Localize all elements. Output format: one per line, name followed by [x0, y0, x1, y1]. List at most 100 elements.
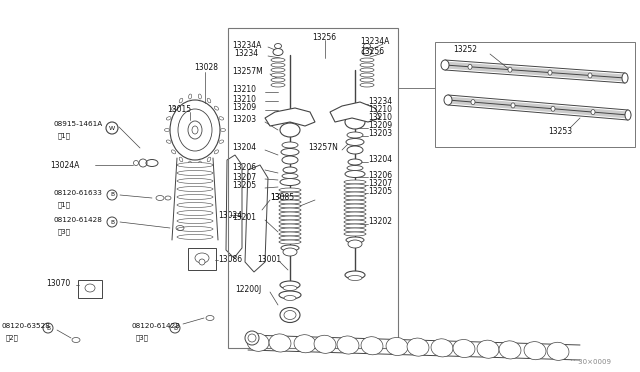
- Text: B: B: [110, 219, 114, 224]
- Ellipse shape: [177, 211, 213, 215]
- Ellipse shape: [344, 232, 366, 236]
- Text: 08120-61428: 08120-61428: [54, 217, 103, 223]
- Text: 13252: 13252: [453, 45, 477, 55]
- Ellipse shape: [177, 234, 213, 240]
- Ellipse shape: [344, 188, 366, 192]
- Text: 、1）: 、1）: [58, 202, 71, 208]
- Ellipse shape: [179, 157, 183, 162]
- Ellipse shape: [284, 295, 296, 301]
- Ellipse shape: [294, 335, 316, 353]
- Ellipse shape: [248, 334, 256, 342]
- Ellipse shape: [344, 228, 366, 232]
- Ellipse shape: [344, 192, 366, 196]
- Ellipse shape: [344, 220, 366, 224]
- Ellipse shape: [282, 142, 298, 148]
- Bar: [78, 280, 102, 298]
- Ellipse shape: [444, 95, 452, 105]
- Ellipse shape: [283, 167, 297, 173]
- Text: 13234A: 13234A: [232, 41, 261, 49]
- Text: 13257N: 13257N: [308, 144, 338, 153]
- Text: 13086: 13086: [218, 256, 242, 264]
- Ellipse shape: [207, 157, 211, 162]
- Text: 13201: 13201: [232, 214, 256, 222]
- Ellipse shape: [172, 106, 176, 110]
- Ellipse shape: [199, 259, 205, 265]
- Ellipse shape: [346, 237, 364, 243]
- Ellipse shape: [551, 106, 555, 111]
- Ellipse shape: [279, 224, 301, 228]
- Text: 13253: 13253: [548, 128, 572, 137]
- Ellipse shape: [508, 67, 512, 72]
- Text: 13085: 13085: [270, 193, 294, 202]
- Text: 、3）: 、3）: [136, 335, 149, 341]
- Text: 13203: 13203: [368, 129, 392, 138]
- Ellipse shape: [361, 337, 383, 355]
- Ellipse shape: [172, 150, 176, 154]
- Text: ^ 30×0009: ^ 30×0009: [570, 359, 611, 365]
- Ellipse shape: [271, 68, 285, 72]
- Ellipse shape: [179, 98, 183, 103]
- Text: 13257M: 13257M: [232, 67, 263, 77]
- Text: 13028: 13028: [194, 64, 218, 73]
- Ellipse shape: [499, 341, 521, 359]
- Ellipse shape: [453, 340, 475, 357]
- Ellipse shape: [273, 48, 283, 55]
- Text: 13256: 13256: [360, 46, 384, 55]
- Ellipse shape: [269, 334, 291, 352]
- Ellipse shape: [279, 232, 301, 236]
- Ellipse shape: [177, 186, 213, 192]
- Ellipse shape: [282, 173, 298, 179]
- Ellipse shape: [360, 68, 374, 72]
- Ellipse shape: [588, 73, 592, 78]
- Text: 13024A: 13024A: [50, 160, 79, 170]
- Ellipse shape: [344, 208, 366, 212]
- Ellipse shape: [219, 117, 224, 120]
- Text: 13205: 13205: [232, 182, 256, 190]
- Ellipse shape: [348, 240, 362, 248]
- Ellipse shape: [347, 166, 363, 170]
- Ellipse shape: [214, 150, 219, 154]
- Ellipse shape: [346, 138, 364, 145]
- Ellipse shape: [386, 337, 408, 356]
- Ellipse shape: [279, 208, 301, 212]
- Text: 13207: 13207: [232, 173, 256, 182]
- Text: 08120-63528: 08120-63528: [2, 323, 51, 329]
- Ellipse shape: [344, 204, 366, 208]
- Ellipse shape: [279, 212, 301, 216]
- Ellipse shape: [360, 58, 374, 62]
- Text: 12200J: 12200J: [235, 285, 261, 295]
- Ellipse shape: [345, 170, 365, 177]
- Text: 08120-61633: 08120-61633: [54, 190, 103, 196]
- Text: B: B: [110, 192, 114, 198]
- Ellipse shape: [360, 78, 374, 82]
- Ellipse shape: [198, 94, 202, 99]
- Text: 08915-1461A: 08915-1461A: [54, 121, 103, 127]
- Ellipse shape: [214, 106, 219, 110]
- Ellipse shape: [347, 146, 363, 154]
- Text: 、3）: 、3）: [58, 229, 71, 235]
- Text: B: B: [173, 326, 177, 330]
- Ellipse shape: [281, 148, 299, 155]
- Ellipse shape: [281, 245, 299, 251]
- Text: 08120-61428: 08120-61428: [132, 323, 181, 329]
- Ellipse shape: [247, 333, 269, 351]
- Ellipse shape: [279, 291, 301, 299]
- Ellipse shape: [344, 216, 366, 220]
- Ellipse shape: [344, 224, 366, 228]
- Ellipse shape: [284, 311, 296, 320]
- Text: 13210: 13210: [368, 106, 392, 115]
- Text: 13204: 13204: [232, 144, 256, 153]
- Ellipse shape: [344, 212, 366, 216]
- Ellipse shape: [164, 128, 170, 131]
- Text: 13206: 13206: [368, 170, 392, 180]
- Text: 、1）: 、1）: [58, 133, 71, 139]
- Text: 13234: 13234: [234, 49, 258, 58]
- Text: 13085: 13085: [270, 193, 294, 202]
- Text: 13205: 13205: [368, 186, 392, 196]
- Polygon shape: [330, 102, 380, 122]
- Text: 13202: 13202: [368, 218, 392, 227]
- Ellipse shape: [283, 285, 297, 291]
- Ellipse shape: [166, 117, 171, 120]
- Ellipse shape: [221, 128, 225, 131]
- Ellipse shape: [362, 48, 372, 55]
